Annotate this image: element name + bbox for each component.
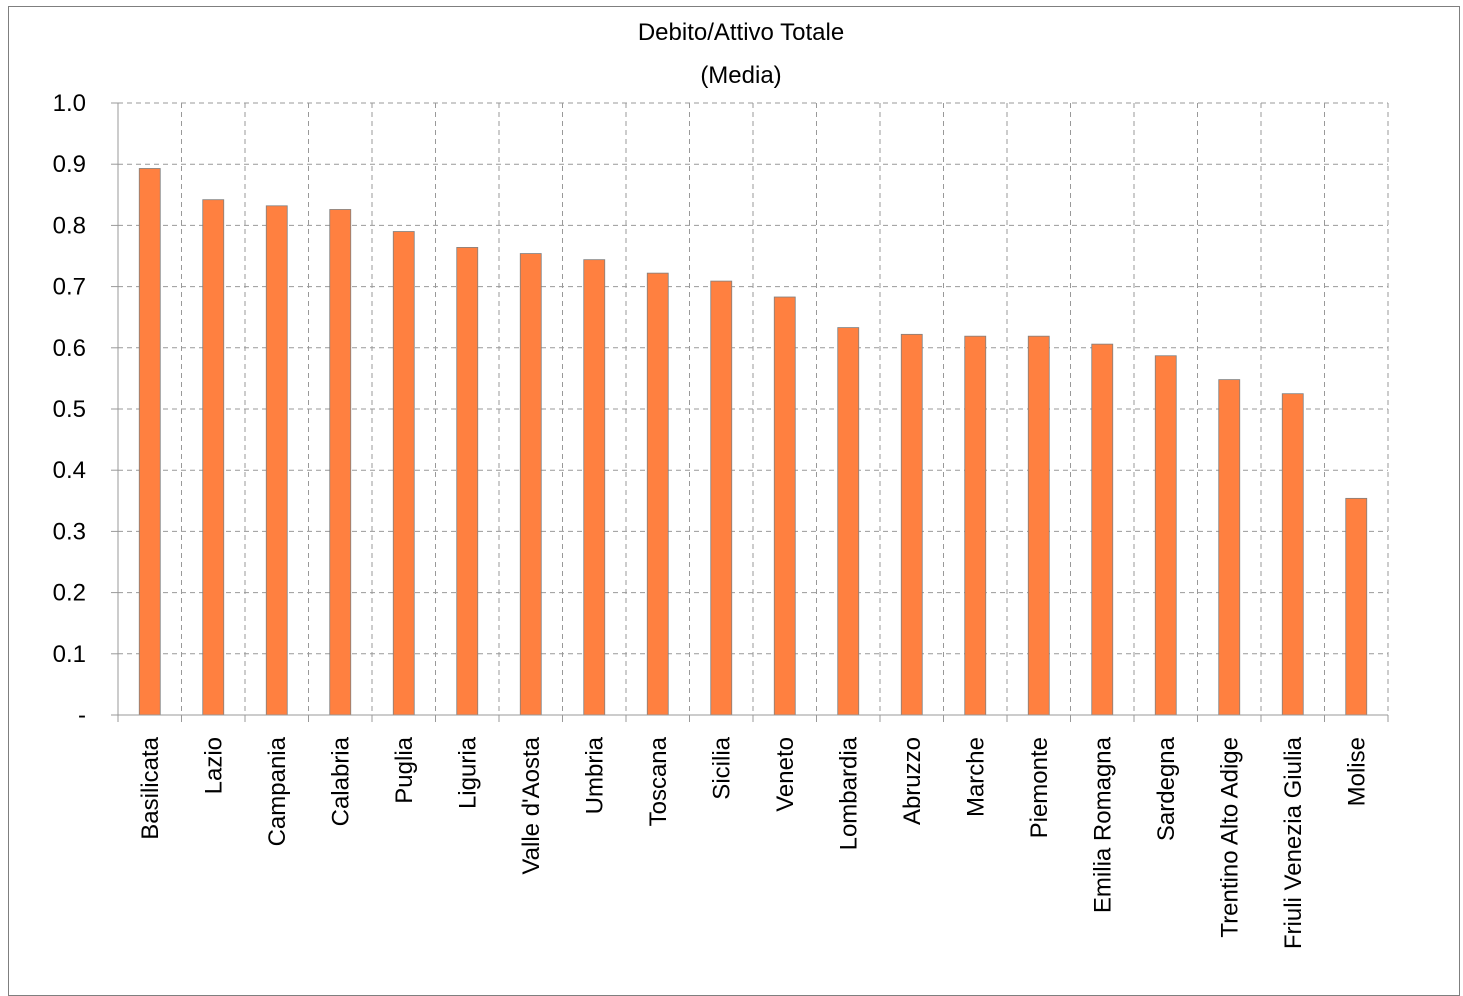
chart-title: Debito/Attivo Totale bbox=[638, 19, 844, 46]
x-category-label: Friuli Venezia Giulia bbox=[1280, 736, 1307, 949]
x-category-label: Sicilia bbox=[708, 736, 735, 799]
bar-molise bbox=[1345, 497, 1368, 716]
y-tick-label: 0.8 bbox=[53, 212, 86, 239]
bar-campania bbox=[265, 205, 288, 716]
y-tick-label: 1.0 bbox=[53, 90, 86, 117]
chart-frame bbox=[8, 6, 1460, 996]
x-category-label: Puglia bbox=[391, 736, 418, 803]
x-category-label: Piemonte bbox=[1026, 737, 1053, 838]
x-category-label: Liguria bbox=[454, 736, 481, 809]
bar-lazio bbox=[202, 199, 225, 716]
bar-sardegna bbox=[1154, 355, 1177, 716]
bar-marche bbox=[964, 335, 987, 716]
y-tick-label: 0.7 bbox=[53, 274, 86, 301]
bar-abruzzo bbox=[900, 333, 923, 716]
bar-lombardia bbox=[837, 327, 860, 716]
x-category-label: Basilicata bbox=[137, 736, 164, 839]
x-category-label: Umbria bbox=[581, 736, 608, 814]
x-category-label: Valle d'Aosta bbox=[518, 736, 545, 874]
y-tick-label: 0.6 bbox=[53, 335, 86, 362]
bar-puglia bbox=[392, 231, 415, 716]
y-tick-label: 0.5 bbox=[53, 396, 86, 423]
x-category-label: Toscana bbox=[645, 736, 672, 826]
y-tick-label: 0.9 bbox=[53, 151, 86, 178]
x-category-label: Abruzzo bbox=[899, 737, 926, 825]
x-category-label: Veneto bbox=[772, 737, 799, 812]
bar-sicilia bbox=[710, 280, 733, 716]
x-category-label: Molise bbox=[1343, 737, 1370, 806]
bar-basilicata bbox=[138, 168, 161, 716]
bars bbox=[138, 168, 1368, 716]
x-category-label: Sardegna bbox=[1153, 736, 1180, 841]
chart-subtitle: (Media) bbox=[700, 62, 781, 89]
bar-calabria bbox=[329, 209, 352, 716]
x-category-label: Lazio bbox=[200, 737, 227, 794]
bar-piemonte bbox=[1027, 335, 1050, 716]
x-category-label: Marche bbox=[962, 737, 989, 817]
x-category-label: Trentino Alto Adige bbox=[1216, 737, 1243, 938]
x-category-label: Lombardia bbox=[835, 736, 862, 850]
bar-valle-d-aosta bbox=[519, 253, 542, 716]
axes bbox=[111, 102, 1389, 722]
bar-veneto bbox=[773, 296, 796, 716]
grid bbox=[118, 102, 1389, 715]
y-tick-label: 0.1 bbox=[53, 641, 86, 668]
bar-toscana bbox=[646, 272, 669, 716]
y-tick-label: - bbox=[78, 702, 86, 729]
y-tick-label: 0.4 bbox=[53, 457, 86, 484]
y-tick-label: 0.2 bbox=[53, 580, 86, 607]
bar-liguria bbox=[456, 247, 479, 716]
bar-umbria bbox=[583, 259, 606, 716]
x-axis-category-labels: Basilicata Lazio Campania Calabria Puglia Lig… bbox=[137, 736, 1371, 949]
y-tick-label: 0.3 bbox=[53, 518, 86, 545]
y-axis-tick-labels: - 0.1 0.2 0.3 0.4 0.5 0.6 0.7 0.8 0.9 1.0 bbox=[53, 90, 86, 729]
bar-friuli-venezia-giulia bbox=[1281, 393, 1304, 716]
bar-emilia-romagna bbox=[1091, 343, 1114, 716]
x-category-label: Campania bbox=[264, 736, 291, 846]
x-category-label: Emilia Romagna bbox=[1089, 736, 1116, 913]
bar-trentino-alto-adige bbox=[1218, 379, 1241, 716]
x-category-label: Calabria bbox=[327, 736, 354, 826]
